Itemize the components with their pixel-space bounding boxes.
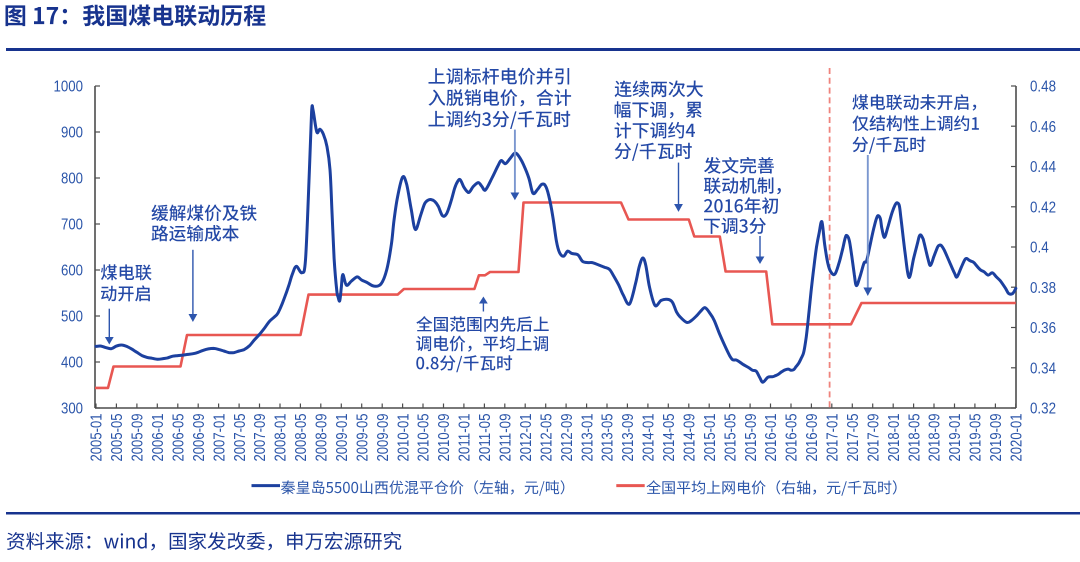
svg-text:2006-01: 2006-01	[150, 413, 167, 461]
svg-text:2016-01: 2016-01	[763, 413, 780, 461]
svg-text:2007-05: 2007-05	[232, 413, 249, 461]
svg-text:2016-09: 2016-09	[804, 413, 821, 461]
svg-text:2015-09: 2015-09	[743, 413, 760, 461]
svg-text:0.38: 0.38	[1030, 280, 1056, 297]
svg-text:2014-05: 2014-05	[661, 413, 678, 461]
svg-text:0.44: 0.44	[1030, 159, 1056, 176]
svg-text:2009-05: 2009-05	[354, 413, 371, 461]
svg-text:1000: 1000	[54, 79, 84, 96]
svg-text:0.46: 0.46	[1030, 119, 1056, 136]
svg-text:2013-09: 2013-09	[620, 413, 637, 461]
svg-text:2012-09: 2012-09	[559, 413, 576, 461]
svg-text:2009-01: 2009-01	[334, 413, 351, 461]
svg-text:2014-09: 2014-09	[682, 413, 699, 461]
svg-text:2009-09: 2009-09	[375, 413, 392, 461]
svg-text:700: 700	[61, 217, 83, 234]
svg-text:2006-09: 2006-09	[191, 413, 208, 461]
svg-text:2007-01: 2007-01	[211, 413, 228, 461]
svg-text:400: 400	[61, 355, 83, 372]
svg-text:2008-01: 2008-01	[273, 413, 290, 461]
svg-text:2010-05: 2010-05	[416, 413, 433, 461]
svg-text:300: 300	[61, 401, 83, 418]
svg-text:0.36: 0.36	[1030, 320, 1056, 337]
svg-text:2010-01: 2010-01	[395, 413, 412, 461]
svg-text:600: 600	[61, 263, 83, 280]
svg-text:800: 800	[61, 171, 83, 188]
svg-text:2018-09: 2018-09	[927, 413, 944, 461]
svg-text:2011-09: 2011-09	[498, 413, 515, 461]
svg-text:2011-05: 2011-05	[477, 413, 494, 461]
svg-text:2005-09: 2005-09	[130, 413, 147, 461]
svg-text:2008-05: 2008-05	[293, 413, 310, 461]
svg-text:2008-09: 2008-09	[314, 413, 331, 461]
svg-text:2017-05: 2017-05	[845, 413, 862, 461]
svg-text:2010-09: 2010-09	[436, 413, 453, 461]
svg-text:2017-01: 2017-01	[825, 413, 842, 461]
svg-text:2020-01: 2020-01	[1009, 413, 1026, 461]
svg-text:2015-05: 2015-05	[722, 413, 739, 461]
svg-text:0.48: 0.48	[1030, 79, 1056, 96]
svg-text:2007-09: 2007-09	[252, 413, 269, 461]
svg-text:2013-05: 2013-05	[600, 413, 617, 461]
svg-text:2014-01: 2014-01	[641, 413, 658, 461]
svg-text:500: 500	[61, 309, 83, 326]
svg-text:2013-01: 2013-01	[579, 413, 596, 461]
svg-text:2019-09: 2019-09	[988, 413, 1005, 461]
svg-text:2019-05: 2019-05	[968, 413, 985, 461]
svg-text:2005-01: 2005-01	[89, 413, 106, 461]
svg-text:0.32: 0.32	[1030, 401, 1056, 418]
svg-text:2018-01: 2018-01	[886, 413, 903, 461]
svg-text:2018-05: 2018-05	[906, 413, 923, 461]
svg-text:2019-01: 2019-01	[947, 413, 964, 461]
svg-text:0.42: 0.42	[1030, 199, 1056, 216]
svg-text:2017-09: 2017-09	[865, 413, 882, 461]
svg-text:2011-01: 2011-01	[457, 413, 474, 461]
svg-text:900: 900	[61, 125, 83, 142]
svg-text:0.4: 0.4	[1030, 240, 1049, 257]
svg-text:2012-05: 2012-05	[538, 413, 555, 461]
svg-text:2016-05: 2016-05	[784, 413, 801, 461]
svg-text:2006-05: 2006-05	[171, 413, 188, 461]
svg-text:2005-05: 2005-05	[109, 413, 126, 461]
svg-text:2012-01: 2012-01	[518, 413, 535, 461]
svg-text:2015-01: 2015-01	[702, 413, 719, 461]
svg-text:0.34: 0.34	[1030, 360, 1056, 377]
